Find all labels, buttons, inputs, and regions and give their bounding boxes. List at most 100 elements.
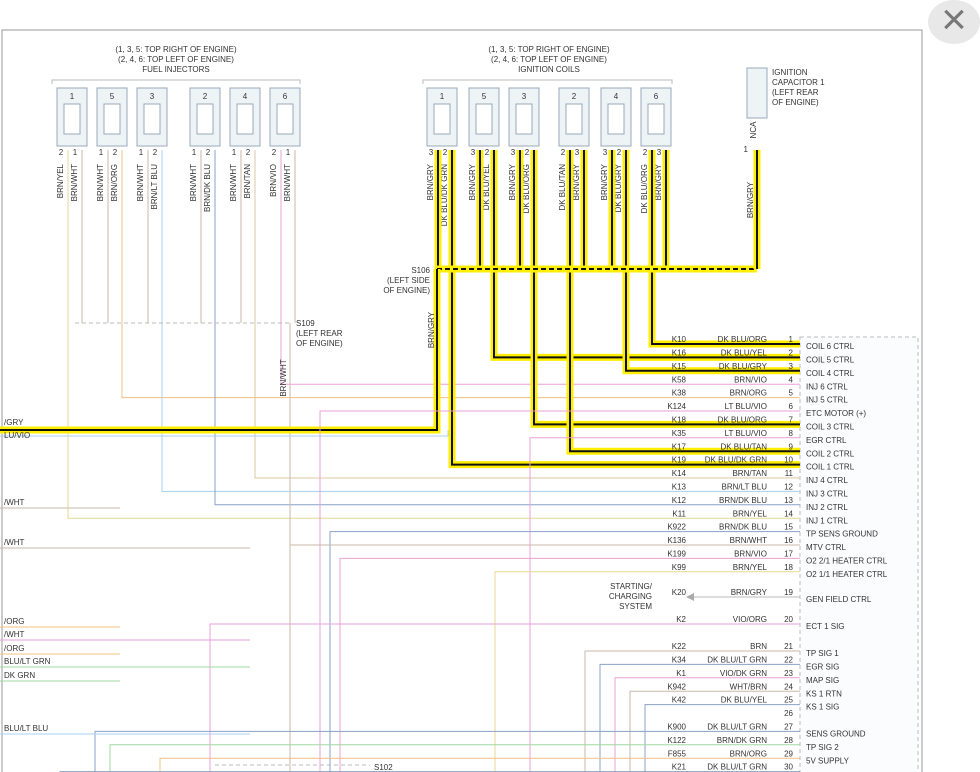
wire-label: DK BLU/TAN	[558, 164, 567, 211]
component-number: 5	[110, 92, 115, 101]
splice-label: (LEFT SIDE	[387, 276, 430, 285]
wire-label: DK BLU/DK GRN	[440, 164, 449, 226]
wire	[51, 79, 301, 84]
wire-label: BRN/GRY	[426, 163, 435, 200]
pin-number: 14	[784, 509, 793, 518]
wire-color: DK BLU/DK GRN	[705, 456, 767, 465]
wire-color: DK BLU/LT GRN	[707, 763, 767, 772]
wire-color: BRN/GRY	[731, 588, 768, 597]
wire-color: BRN/DK GRN	[717, 736, 767, 745]
pin-number: 7	[789, 416, 794, 425]
wire	[109, 744, 800, 772]
pin-number: 30	[784, 763, 793, 772]
wire	[329, 531, 800, 772]
wire	[67, 150, 800, 519]
pin-label: 2	[272, 148, 277, 157]
wire-color: VIO/DK GRN	[720, 669, 767, 678]
arrow	[686, 593, 694, 601]
wire	[0, 430, 449, 437]
wire-color: BRN	[750, 642, 767, 651]
wire-label: BRN/WHT	[96, 164, 105, 201]
wire-color: LT BLU/VIO	[725, 402, 767, 411]
circuit-id: K15	[672, 362, 687, 371]
wire	[94, 730, 800, 772]
component-number: 1	[70, 92, 75, 101]
pin-number: 9	[789, 442, 794, 451]
coil-symbol	[103, 103, 121, 135]
group-label: (1, 3, 5: TOP RIGHT OF ENGINE)	[488, 45, 610, 54]
wire-label: BRN/ORG	[110, 164, 119, 201]
circuit-id: K2	[676, 615, 686, 624]
splice-label: OF ENGINE)	[383, 286, 430, 295]
pin-function: INJ 4 CTRL	[806, 476, 848, 485]
pin-label: 2	[246, 148, 251, 157]
wire-label: /ORG	[4, 617, 24, 626]
circuit-id: K122	[667, 736, 686, 745]
wire	[214, 150, 800, 506]
pin-number: 25	[784, 696, 793, 705]
circuit-id: K922	[667, 523, 686, 532]
pin-label: 2	[443, 148, 448, 157]
pin-function: INJ 3 CTRL	[806, 490, 848, 499]
wire-color: BRN/TAN	[732, 469, 767, 478]
pin-number: 19	[784, 588, 793, 597]
wire-color: BRN/YEL	[733, 563, 768, 572]
capacitor	[746, 67, 768, 119]
pin-label: 1	[73, 148, 78, 157]
coil-symbol	[143, 103, 161, 135]
circuit-id: K136	[667, 536, 686, 545]
pin-number: 3	[789, 362, 794, 371]
pin-function: INJ 5 CTRL	[806, 396, 848, 405]
wire-color: VIO/ORG	[733, 615, 767, 624]
wire-label: BRN/WHT	[189, 164, 198, 201]
pin-number: 24	[784, 682, 793, 691]
capacitor-label: OF ENGINE)	[772, 98, 819, 107]
pin-function: EGR SIG	[806, 663, 839, 672]
pin-label: 2	[525, 148, 530, 157]
coil-symbol	[475, 103, 493, 135]
wire-color: DK BLU/YEL	[721, 696, 768, 705]
wire-label: BRN/GRY	[468, 163, 477, 200]
pin-number: 21	[784, 642, 793, 651]
splice-label: S109	[296, 319, 315, 328]
pin-function: COIL 4 CTRL	[806, 369, 855, 378]
wire-label: BRN/VIO	[269, 164, 278, 197]
component-number: 3	[522, 92, 527, 101]
close-button[interactable]: ×	[928, 0, 980, 44]
pin-label: 3	[511, 148, 516, 157]
pin-number: 12	[784, 483, 793, 492]
group-label: IGNITION COILS	[518, 65, 580, 74]
pin-function: MTV CTRL	[806, 543, 847, 552]
coil-symbol	[276, 103, 294, 135]
pin-label: 1	[139, 148, 144, 157]
wire	[625, 150, 800, 372]
system-note: SYSTEM	[619, 602, 652, 611]
pin-function: COIL 2 CTRL	[806, 449, 855, 458]
wire	[0, 269, 438, 431]
wire-label: LU/VIO	[4, 431, 30, 440]
group-label: (1, 3, 5: TOP RIGHT OF ENGINE)	[115, 45, 237, 54]
pin-number: 28	[784, 736, 793, 745]
wire-color: LT BLU/VIO	[725, 429, 767, 438]
pin-label: 1	[192, 148, 197, 157]
coil-symbol	[236, 103, 254, 135]
pin-label: 1	[99, 148, 104, 157]
wire-color: BRN/DK BLU	[719, 523, 767, 532]
circuit-id: F855	[668, 749, 687, 758]
wire-label: /WHT	[4, 630, 25, 639]
nca-label: NCA	[749, 121, 758, 139]
component-number: 5	[482, 92, 487, 101]
pin-number: 23	[784, 669, 793, 678]
pin-function: O2 1/1 HEATER CTRL	[806, 570, 888, 579]
group-label: FUEL INJECTORS	[142, 65, 210, 74]
circuit-id: K21	[672, 763, 687, 772]
wire-label: DK BLU/ORG	[640, 164, 649, 213]
pin-number: 15	[784, 523, 793, 532]
wire-label: DK BLU/ORG	[522, 164, 531, 213]
wire-color: DK BLU/ORG	[718, 335, 767, 344]
wire-label: BRN/WHT	[229, 164, 238, 201]
pin-label: 3	[429, 148, 434, 157]
wire-color: BRN/VIO	[734, 375, 767, 384]
